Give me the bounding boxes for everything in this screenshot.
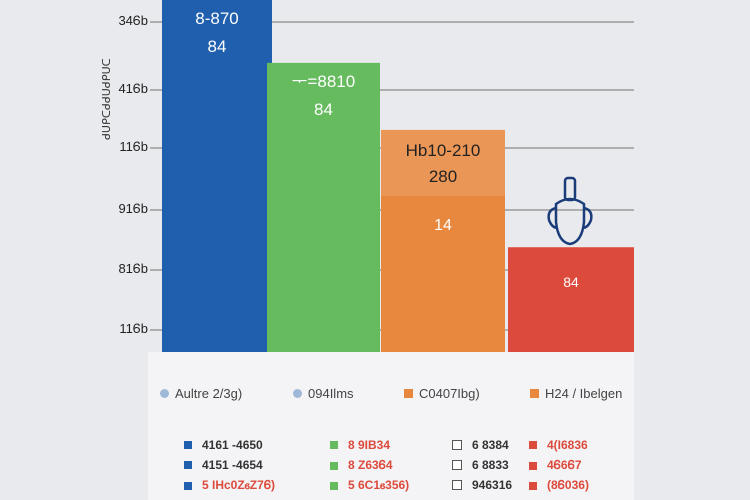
table-swatch — [184, 481, 192, 490]
table-swatch — [330, 481, 338, 490]
table-cell: 4Ꮾ6Ꮾ7 — [529, 458, 582, 473]
table-cell-text: 4(I6836 — [547, 438, 588, 452]
table-cell-text: (8Ꮾ036) — [547, 478, 589, 492]
legend-entry: Aultre 2/3g) — [160, 386, 242, 401]
legend: Aultre 2/3g) 094Ilms C0407Ibg) H24 / Ibelge… — [0, 386, 750, 406]
legend-swatch — [293, 389, 302, 398]
y-tick-label: 11Ꮾb — [119, 139, 148, 154]
table-cell-text: 6 8384 — [472, 438, 509, 452]
legend-label: C0407Ibg) — [419, 386, 480, 401]
table-cell: 6 8833 — [452, 458, 509, 472]
table-cell-text: 4161 -4650 — [202, 438, 263, 452]
y-tick-label: 11Ꮾb — [119, 321, 148, 336]
bar — [508, 247, 634, 352]
data-label: 8-870 — [195, 9, 238, 28]
table-cell: 8 Z63Ꮾ4 — [330, 458, 393, 473]
table-swatch — [529, 461, 537, 470]
table-cell-text: 8 Z63Ꮾ4 — [348, 458, 393, 472]
table-cell: 4151 -4654 — [184, 458, 263, 472]
y-tick-label: 34Ꮾb — [118, 13, 148, 28]
table-cell-text: 4Ꮾ6Ꮾ7 — [547, 458, 582, 472]
flask-icon — [547, 176, 593, 246]
table-cell: 4161 -4650 — [184, 438, 263, 452]
bar-highlight — [381, 129, 505, 196]
table-cell-text: 4151 -4654 — [202, 458, 263, 472]
legend-entry: H24 / Ibelgen — [530, 386, 622, 401]
bar — [162, 0, 272, 352]
y-tick-label: 81Ꮾb — [118, 261, 148, 276]
table-cell-text: 946316 — [472, 478, 513, 492]
data-label: Hb10-210 — [406, 141, 481, 160]
table-swatch — [184, 461, 192, 469]
y-axis-ticks: 34Ꮾb 41Ꮾb 11Ꮾb 91Ꮾb 81Ꮾb 11Ꮾb — [100, 0, 148, 352]
bar — [381, 129, 505, 352]
data-label: 84 — [563, 274, 579, 290]
table-swatch — [330, 441, 338, 449]
table-swatch — [184, 441, 192, 449]
bar — [267, 62, 380, 352]
chart-svg: 8-870 84 ᅮ=8810 84 Hb10-210 280 14 84 — [150, 0, 634, 352]
y-tick-label: 41Ꮾb — [118, 81, 148, 96]
legend-label: H24 / Ibelgen — [545, 386, 623, 401]
table-cell: 5 IHc0ZꮾZ7Ꮾ) — [184, 478, 275, 493]
table-cell: 8 9IB34 — [330, 438, 390, 452]
table-swatch — [529, 441, 537, 449]
legend-entry: 094Ilms — [293, 386, 354, 401]
data-label: 84 — [208, 37, 227, 56]
y-tick-label: 91Ꮾb — [118, 201, 148, 216]
table-cell: (8Ꮾ036) — [529, 478, 589, 493]
table-cell-text: 6 8833 — [472, 458, 509, 472]
legend-swatch — [160, 389, 169, 398]
data-label: ᅮ=8810 — [292, 72, 355, 91]
table-cell-text: 8 9IB34 — [348, 438, 391, 452]
table-cell: 4(I6836 — [529, 438, 588, 452]
table-swatch — [452, 460, 462, 470]
table-swatch — [452, 440, 462, 450]
legend-swatch — [404, 389, 413, 398]
data-label: 84 — [314, 100, 333, 119]
bar-chart: ᑯᑌᑭᑕᑯᑯᑌᑯᑭᑌᑕ 8-870 84 ᅮ=8810 84 Hb10-210 280 14… — [100, 0, 634, 352]
table-swatch — [330, 461, 338, 470]
table-cell: 946316 — [452, 478, 512, 492]
table-swatch — [452, 480, 462, 490]
table-cell-text: 5 IHc0ZꮾZ7Ꮾ) — [202, 478, 276, 492]
table-swatch — [529, 481, 537, 490]
data-label: 280 — [429, 167, 457, 186]
legend-swatch — [530, 389, 539, 398]
table-cell: 5 6C1ꮾ356) — [330, 478, 409, 493]
data-label: 14 — [434, 217, 452, 234]
lower-panel — [148, 352, 634, 500]
legend-entry: C0407Ibg) — [404, 386, 480, 401]
legend-label: Aultre 2/3g) — [175, 386, 243, 401]
table-cell: 6 8384 — [452, 438, 509, 452]
table-cell-text: 5 6C1ꮾ356) — [348, 478, 410, 492]
legend-label: 094Ilms — [308, 386, 354, 401]
